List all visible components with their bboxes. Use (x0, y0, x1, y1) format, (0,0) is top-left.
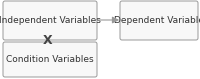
Text: Independent Variables: Independent Variables (0, 16, 101, 25)
FancyBboxPatch shape (3, 42, 97, 77)
FancyBboxPatch shape (120, 1, 198, 40)
Text: Condition Variables: Condition Variables (6, 55, 94, 64)
FancyBboxPatch shape (3, 1, 97, 40)
Text: Dependent Variable: Dependent Variable (114, 16, 200, 25)
Text: X: X (43, 35, 53, 47)
